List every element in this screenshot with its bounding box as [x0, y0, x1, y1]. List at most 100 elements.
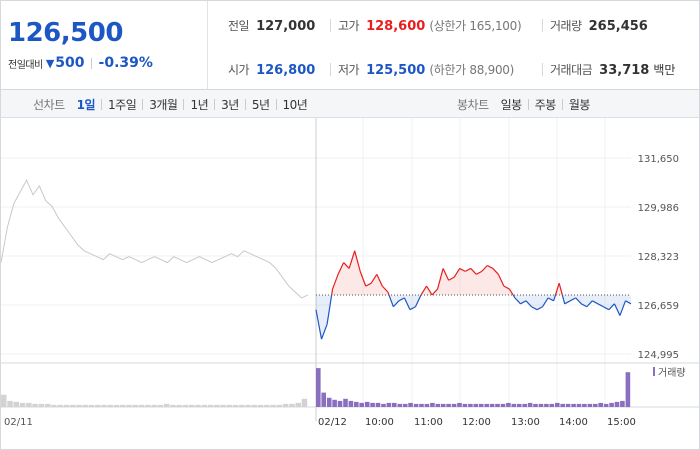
price-up-segment: [365, 282, 372, 287]
down-fill: [586, 294, 593, 307]
volume-bar: [348, 400, 354, 407]
low-label: 저가: [338, 63, 360, 77]
price-up-segment: [436, 268, 444, 290]
volume-bar: [132, 404, 139, 407]
divider: [542, 19, 543, 32]
volume-bar: [63, 404, 70, 407]
divider: [90, 57, 92, 69]
tab-weekly-candle[interactable]: 주봉: [534, 98, 557, 112]
price-down-segment: [564, 300, 571, 305]
volume-bar: [560, 403, 565, 407]
price-up-segment: [475, 270, 483, 275]
x-tick-label: 15:00: [607, 417, 636, 428]
prev-day-series: [0, 178, 309, 299]
volume-bar: [489, 403, 495, 407]
price-up-segment: [348, 250, 356, 269]
volume-bar: [38, 403, 45, 407]
volume-bar: [457, 402, 462, 407]
volume-bar: [76, 404, 82, 407]
x-tick-label: 11:00: [414, 417, 443, 428]
volume-bar: [462, 403, 468, 407]
trade-value-unit: 백만: [653, 63, 676, 77]
price-up-segment: [343, 262, 350, 269]
volume-bar: [151, 404, 157, 407]
price-down-segment: [613, 303, 621, 316]
up-fill: [465, 268, 471, 295]
volume-bar: [620, 400, 625, 407]
price-down-segment: [586, 300, 593, 308]
volume-bar: [44, 403, 51, 407]
tab-5-years[interactable]: 5년: [251, 98, 270, 112]
price-up-segment: [354, 250, 361, 272]
tab-monthly-candle[interactable]: 월봉: [568, 98, 591, 112]
chart-period-bar: 선차트 1일 1주일 3개월 1년 3년 5년 10년 봉차트 일봉 주봉 월봉: [0, 90, 700, 118]
volume-bar: [226, 404, 233, 407]
volume-bar: [549, 403, 555, 407]
price-down-segment: [392, 300, 400, 308]
volume-bar: [113, 404, 120, 407]
prev-day-line: [0, 178, 309, 299]
up-fill: [459, 268, 466, 295]
volume-bar: [625, 372, 631, 408]
tab-3-months[interactable]: 3개월: [149, 98, 178, 112]
price-down-segment: [592, 300, 599, 305]
volume-bar: [478, 403, 484, 407]
volume-bar: [511, 403, 517, 407]
today-series: [315, 250, 632, 340]
divider: [244, 99, 246, 110]
y-tick-label: 126,659: [638, 301, 679, 312]
volume-bar: [533, 403, 538, 407]
volume-bar: [163, 403, 170, 407]
tab-1-year[interactable]: 1년: [190, 98, 209, 112]
down-fill: [581, 294, 587, 307]
tab-3-years[interactable]: 3년: [221, 98, 239, 112]
candle-chart-label: 봉차트: [457, 98, 489, 112]
open-value: 126,800: [256, 63, 316, 78]
line-chart-tabs: 선차트 1일 1주일 3개월 1년 3년 5년 10년: [33, 96, 308, 113]
price-up-segment: [376, 274, 383, 287]
price-down-segment: [597, 303, 604, 308]
volume-bar: [451, 403, 457, 407]
volume-bar: [321, 392, 326, 407]
volume-bar: [101, 404, 107, 407]
volume-bar: [603, 403, 609, 407]
down-fill: [548, 294, 554, 301]
price-down-segment: [403, 297, 411, 310]
price-up-segment: [453, 268, 461, 278]
volume-bar: [500, 403, 506, 407]
down-fill: [537, 294, 543, 310]
price-up-segment: [487, 264, 494, 269]
price-down-segment: [315, 309, 323, 340]
low-value: 125,500: [366, 63, 426, 78]
tab-1-week[interactable]: 1주일: [108, 98, 137, 112]
divider: [561, 99, 563, 110]
price-up-segment: [554, 282, 560, 296]
price-down-segment: [536, 306, 543, 311]
tab-10-years[interactable]: 10년: [282, 98, 308, 112]
tab-1-day[interactable]: 1일: [76, 98, 96, 112]
down-fill: [597, 294, 604, 307]
volume-bar: [126, 404, 132, 407]
lower-limit: (하한가 88,900): [429, 63, 514, 77]
volume-bar: [506, 402, 511, 407]
divider: [214, 99, 216, 110]
price-down-segment: [520, 300, 527, 305]
down-fill: [526, 294, 532, 307]
price-up-segment: [470, 268, 477, 275]
up-fill: [354, 250, 361, 295]
volume-bar: [264, 404, 270, 407]
volume-bar: [609, 402, 614, 407]
volume-legend-swatch: [653, 367, 655, 376]
tab-daily-candle[interactable]: 일봉: [500, 98, 523, 112]
baseline-fill: [316, 250, 631, 340]
price-down-segment: [414, 294, 422, 307]
divider: [101, 99, 103, 110]
volume-bar: [354, 401, 359, 407]
volume-bar: [120, 404, 126, 407]
high-cell: 고가 128,600 (상한가 165,100): [338, 17, 522, 34]
price-up-segment: [387, 291, 390, 296]
volume-bar: [189, 404, 195, 407]
volume-bar: [364, 401, 370, 407]
open-cell: 시가 126,800: [228, 61, 315, 78]
